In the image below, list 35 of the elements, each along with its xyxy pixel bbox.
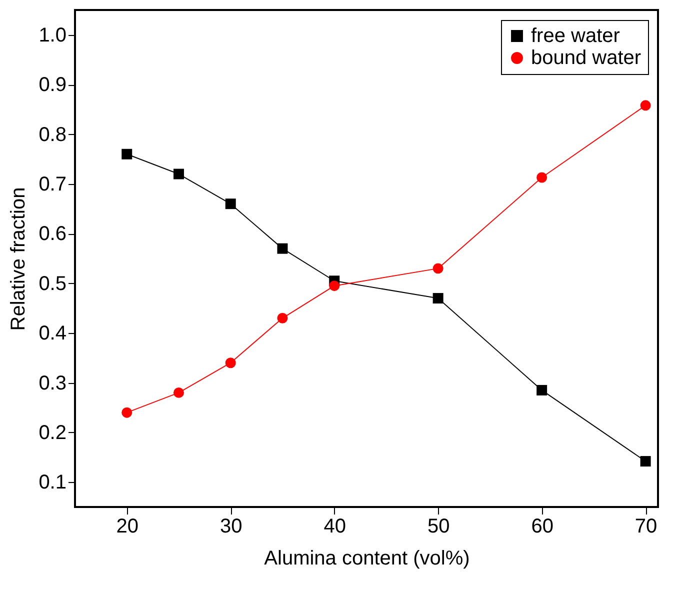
point xyxy=(277,312,288,324)
y-tick-label: 0.5 xyxy=(38,272,66,295)
point xyxy=(225,358,236,368)
y-tick-label: 0.7 xyxy=(38,173,66,196)
x-tick-label: 50 xyxy=(427,516,450,538)
y-tick-label: 0.4 xyxy=(38,322,66,345)
y-tick-label: 0.1 xyxy=(38,472,66,494)
y-tick-label: 1.0 xyxy=(38,24,66,46)
point xyxy=(329,280,340,292)
x-tick-label: 30 xyxy=(220,516,242,538)
point xyxy=(225,198,236,210)
x-tick-label: 70 xyxy=(634,516,658,538)
point xyxy=(173,168,184,180)
x-axis-title: Alumina content (vol%) xyxy=(264,548,470,570)
x-tick-label: 20 xyxy=(116,516,138,538)
x-tick-label: 60 xyxy=(531,516,554,538)
point xyxy=(640,100,651,111)
point xyxy=(536,384,548,396)
point xyxy=(432,293,444,304)
x-tick-label: 40 xyxy=(324,516,346,538)
legend-label: bound water xyxy=(531,47,642,69)
y-tick-label: 0.9 xyxy=(38,74,66,96)
point xyxy=(173,387,184,398)
legend-label: free water xyxy=(531,25,620,47)
y-tick-label: 0.8 xyxy=(38,124,66,146)
point xyxy=(640,456,651,467)
point xyxy=(277,243,288,254)
y-tick-label: 0.3 xyxy=(38,372,66,394)
point xyxy=(122,148,132,160)
point xyxy=(536,172,548,183)
point xyxy=(432,263,444,274)
point xyxy=(122,407,132,418)
y-axis-title: Relative fraction xyxy=(8,187,30,331)
y-tick-label: 0.6 xyxy=(38,223,66,246)
y-tick-label: 0.2 xyxy=(38,422,66,444)
